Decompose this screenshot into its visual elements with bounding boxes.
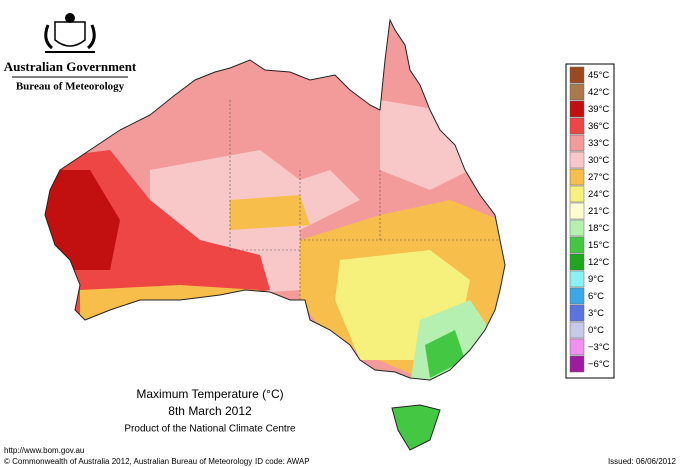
footer-copyright: © Commonwealth of Australia 2012, Austra… <box>4 457 252 466</box>
footer-url: http://www.bom.gov.au <box>4 446 84 455</box>
legend-swatch <box>569 134 585 152</box>
map-title: Maximum Temperature (°C) <box>136 387 283 401</box>
legend-label: 33°C <box>588 138 609 149</box>
legend-swatch <box>569 100 585 118</box>
map-date: 8th March 2012 <box>168 404 252 418</box>
legend-swatch <box>569 304 585 322</box>
legend-swatch <box>569 270 585 288</box>
legend-label: 18°C <box>588 223 609 234</box>
legend-label: −3°C <box>588 342 610 353</box>
legend-label: 24°C <box>588 189 609 200</box>
legend-label: 3°C <box>588 308 604 319</box>
legend-label: 21°C <box>588 206 609 217</box>
legend-label: 27°C <box>588 172 609 183</box>
legend-label: 30°C <box>588 155 609 166</box>
legend-swatch <box>569 253 585 271</box>
legend-label: 15°C <box>588 240 609 251</box>
legend-swatch <box>569 66 585 84</box>
agency-name: Bureau of Meteorology <box>16 81 125 93</box>
legend-swatch <box>569 83 585 101</box>
legend-swatch <box>569 151 585 169</box>
state-borders <box>229 100 500 300</box>
legend-swatch <box>569 338 585 356</box>
legend-swatch <box>569 321 585 339</box>
legend-swatch <box>569 168 585 186</box>
legend-label: 45°C <box>588 70 609 81</box>
legend-swatch <box>569 355 585 373</box>
legend-label: 9°C <box>588 274 604 285</box>
legend-swatch <box>569 287 585 305</box>
legend-label: 0°C <box>588 325 604 336</box>
legend-label: 39°C <box>588 104 609 115</box>
legend-label: 6°C <box>588 291 604 302</box>
government-name: Australian Government <box>4 59 137 74</box>
footer-issued: Issued: 06/06/2012 <box>608 457 677 466</box>
footer-id: ID code: AWAP <box>255 457 310 466</box>
tasmania <box>391 404 441 451</box>
coastline <box>44 18 506 381</box>
map-product: Product of the National Climate Centre <box>124 424 296 435</box>
legend-swatch <box>569 185 585 203</box>
legend-label: −6°C <box>588 359 610 370</box>
crest <box>44 13 96 53</box>
legend: 45°C 42°C 39°C 36°C 33°C 30°C 27°C 24°C 21°C 18°C… <box>569 66 610 373</box>
legend-label: 36°C <box>588 121 609 132</box>
legend-swatch <box>569 117 585 135</box>
legend-swatch <box>569 202 585 220</box>
legend-swatch <box>569 219 585 237</box>
legend-label: 12°C <box>588 257 609 268</box>
legend-label: 42°C <box>588 87 609 98</box>
legend-swatch <box>569 236 585 254</box>
